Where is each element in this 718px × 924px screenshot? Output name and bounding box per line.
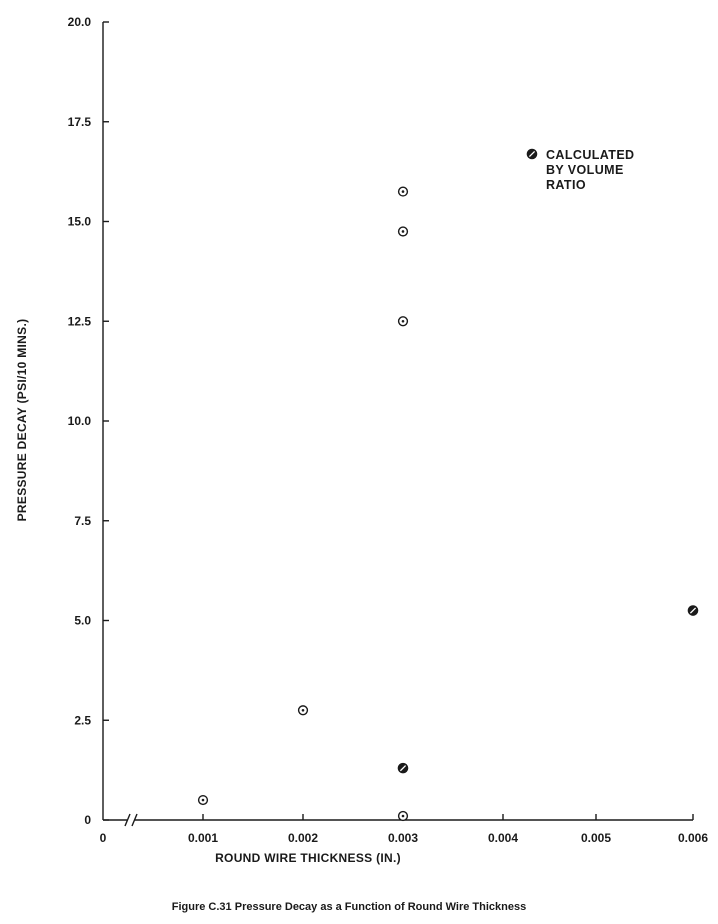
x-tick-label: 0.001 [188,831,218,845]
marker-dot [401,814,405,818]
marker-dot [401,190,405,193]
figure-caption: Figure C.31 Pressure Decay as a Function… [0,901,718,913]
data-point [397,762,409,774]
ticks: 0 2.5 5.0 7.5 10.0 12.5 15.0 17.5 20.0 0 0.001 0.00… [68,15,709,845]
legend-label-line: RATIO [546,178,586,192]
y-tick-label: 17.5 [68,115,92,129]
data-point [197,794,209,806]
marker-slash [528,150,536,158]
x-tick-label: 0.004 [488,831,518,845]
data-point [397,226,409,237]
y-tick-label: 0 [84,813,91,827]
y-tick-label: 5.0 [74,614,91,628]
marker-dot [301,708,305,712]
x-tick-label: 0.006 [678,831,708,845]
y-tick-label: 10.0 [68,414,92,428]
data-point [397,316,409,327]
y-tick-label: 7.5 [74,514,91,528]
y-tick-label: 20.0 [68,15,92,29]
y-tick-label: 12.5 [68,314,92,328]
figure-caption-text: Figure C.31 Pressure Decay as a Function… [171,901,527,913]
x-axis-break-mark [124,813,138,827]
data-point [297,705,309,716]
legend-marker [526,148,538,160]
y-axis-title: PRESSURE DECAY (PSI/10 MINS.) [15,319,29,522]
marker-slash [689,607,697,614]
data-point [397,186,409,197]
axes [102,22,693,827]
data-points [197,186,699,822]
x-axis-title: ROUND WIRE THICKNESS (IN.) [215,851,401,865]
legend-label-line: CALCULATED [546,148,634,162]
x-tick-label: 0.005 [581,831,611,845]
marker-dot [401,230,405,233]
marker-slash [399,765,407,772]
y-tick-label: 15.0 [68,215,92,229]
data-point [687,605,699,616]
marker-dot [401,319,405,323]
marker-dot [201,798,205,802]
x-tick-label: 0.003 [388,831,418,845]
legend-label-line: BY VOLUME [546,163,624,177]
data-point [397,810,409,822]
y-tick-label: 2.5 [74,713,91,727]
x-tick-label: 0 [100,831,107,845]
x-tick-label: 0.002 [288,831,318,845]
